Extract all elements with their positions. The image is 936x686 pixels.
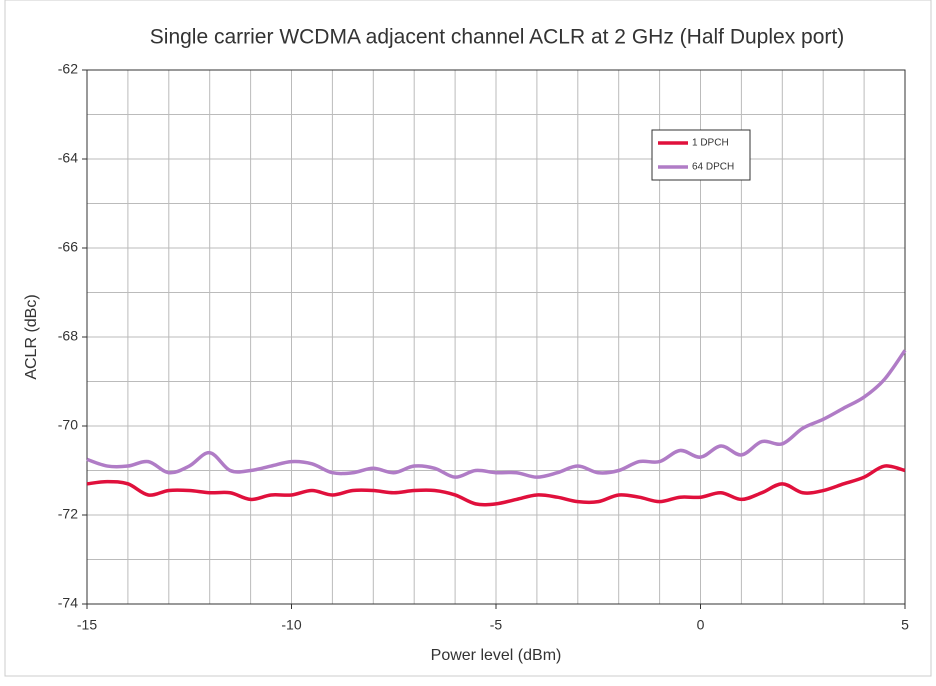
series-line bbox=[86, 464, 906, 507]
x-tick-label: 0 bbox=[697, 617, 705, 633]
legend bbox=[651, 129, 751, 181]
y-tick-label: -66 bbox=[58, 239, 78, 255]
x-axis-label: Power level (dBm) bbox=[431, 647, 562, 664]
x-tick-label: 5 bbox=[901, 617, 909, 633]
legend-label: 1 DPCH bbox=[692, 138, 729, 149]
y-axis-label: ACLR (dBc) bbox=[23, 294, 40, 379]
chart-title: Single carrier WCDMA adjacent channel AC… bbox=[150, 26, 844, 49]
x-tick-label: -10 bbox=[281, 617, 301, 633]
y-tick-label: -70 bbox=[58, 417, 78, 433]
y-tick-label: -74 bbox=[58, 595, 78, 611]
y-tick-label: -68 bbox=[58, 328, 78, 344]
legend-label: 64 DPCH bbox=[692, 162, 734, 173]
series-line bbox=[86, 349, 907, 479]
y-tick-label: -62 bbox=[58, 61, 78, 77]
x-tick-label: -15 bbox=[77, 617, 97, 633]
y-tick-label: -72 bbox=[58, 506, 78, 522]
y-tick-label: -64 bbox=[58, 150, 78, 166]
frame bbox=[4, 0, 932, 677]
x-tick-label: -5 bbox=[490, 617, 503, 633]
